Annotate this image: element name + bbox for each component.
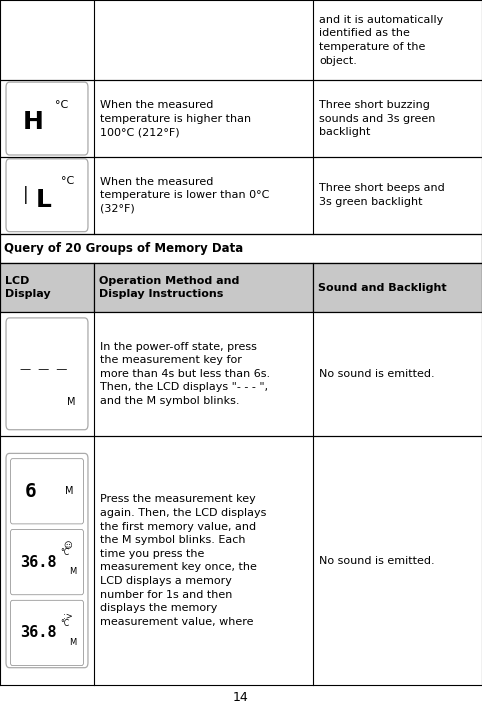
FancyBboxPatch shape xyxy=(11,601,83,665)
Text: In the power-off state, press
the measurement key for
more than 4s but less than: In the power-off state, press the measur… xyxy=(100,342,270,406)
Text: ☺: ☺ xyxy=(64,542,72,551)
Bar xyxy=(313,263,482,312)
Text: 36.8: 36.8 xyxy=(20,555,56,569)
Bar xyxy=(94,312,313,436)
Text: M: M xyxy=(69,567,76,576)
Bar xyxy=(313,157,482,234)
Bar xyxy=(0,436,94,685)
Text: Three short buzzing
sounds and 3s green
backlight: Three short buzzing sounds and 3s green … xyxy=(319,100,435,137)
Text: 36.8: 36.8 xyxy=(20,626,56,640)
Text: °C: °C xyxy=(55,99,68,110)
Text: L: L xyxy=(35,188,51,212)
Bar xyxy=(313,0,482,80)
Text: :>: :> xyxy=(63,613,73,621)
Text: |: | xyxy=(23,186,29,204)
Bar xyxy=(94,436,313,685)
Text: When the measured
temperature is higher than
100°C (212°F): When the measured temperature is higher … xyxy=(100,100,251,137)
Text: and it is automatically
identified as the
temperature of the
object.: and it is automatically identified as th… xyxy=(319,15,443,65)
FancyBboxPatch shape xyxy=(11,530,83,595)
Bar xyxy=(94,157,313,234)
Text: 14: 14 xyxy=(233,691,249,704)
Bar xyxy=(0,80,94,157)
Bar xyxy=(313,80,482,157)
Bar xyxy=(94,80,313,157)
Text: —  —  —: — — — xyxy=(20,364,67,373)
Bar xyxy=(0,234,482,263)
Bar xyxy=(94,0,313,80)
Bar xyxy=(94,263,313,312)
Text: When the measured
temperature is lower than 0°C
(32°F): When the measured temperature is lower t… xyxy=(100,177,269,214)
Bar xyxy=(0,157,94,234)
Text: °C: °C xyxy=(60,619,69,628)
Text: H: H xyxy=(23,110,44,133)
FancyBboxPatch shape xyxy=(6,318,88,430)
Text: M: M xyxy=(69,638,76,647)
FancyBboxPatch shape xyxy=(6,82,88,155)
Text: LCD
Display: LCD Display xyxy=(5,276,51,299)
Text: 6: 6 xyxy=(25,482,36,501)
FancyBboxPatch shape xyxy=(11,459,83,524)
FancyBboxPatch shape xyxy=(6,454,88,667)
Text: Three short beeps and
3s green backlight: Three short beeps and 3s green backlight xyxy=(319,183,445,207)
Bar xyxy=(0,263,94,312)
Bar xyxy=(0,312,94,436)
Text: M: M xyxy=(67,398,75,408)
Text: M: M xyxy=(65,486,74,496)
Text: °C: °C xyxy=(60,548,69,557)
FancyBboxPatch shape xyxy=(6,159,88,231)
Text: Operation Method and
Display Instructions: Operation Method and Display Instruction… xyxy=(99,276,239,299)
Bar xyxy=(0,0,94,80)
Text: Query of 20 Groups of Memory Data: Query of 20 Groups of Memory Data xyxy=(4,242,243,255)
Text: °C: °C xyxy=(61,176,75,187)
Text: Sound and Backlight: Sound and Backlight xyxy=(318,283,447,293)
Text: No sound is emitted.: No sound is emitted. xyxy=(319,368,435,379)
Bar xyxy=(313,312,482,436)
Bar xyxy=(313,436,482,685)
Text: Press the measurement key
again. Then, the LCD displays
the first memory value, : Press the measurement key again. Then, t… xyxy=(100,494,266,627)
Text: No sound is emitted.: No sound is emitted. xyxy=(319,555,435,566)
